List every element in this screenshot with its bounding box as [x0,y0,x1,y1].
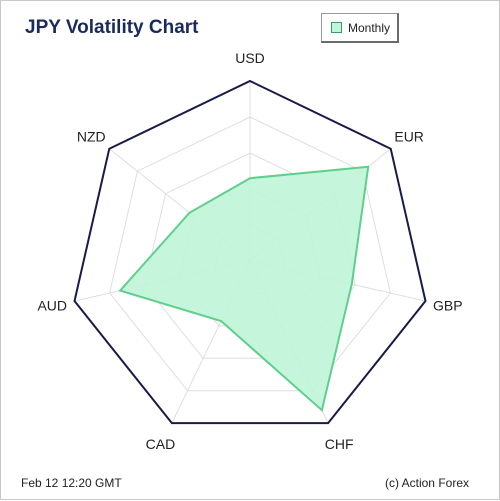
legend-swatch [331,22,342,33]
chart-title: JPY Volatility Chart [25,17,199,38]
series-monthly [118,165,370,413]
axis-label-eur: EUR [394,128,424,144]
axis-label-chf: CHF [325,436,354,452]
axis-label-gbp: GBP [433,298,463,314]
series-layer [118,165,370,413]
grid-ring [109,116,391,392]
legend[interactable]: Monthly [321,13,399,43]
legend-label: Monthly [348,20,391,35]
axis-label-aud: AUD [37,298,67,314]
axis-label-nzd: NZD [77,128,106,144]
footer-timestamp: Feb 12 12:20 GMT [21,476,122,490]
footer-credit: (c) Action Forex [384,476,469,490]
outer-outline [73,79,427,425]
axis-label-cad: CAD [146,436,176,452]
axis-label-usd: USD [235,50,265,66]
label-layer: USD EUR GBP CHF CAD AUD NZD [37,50,462,452]
